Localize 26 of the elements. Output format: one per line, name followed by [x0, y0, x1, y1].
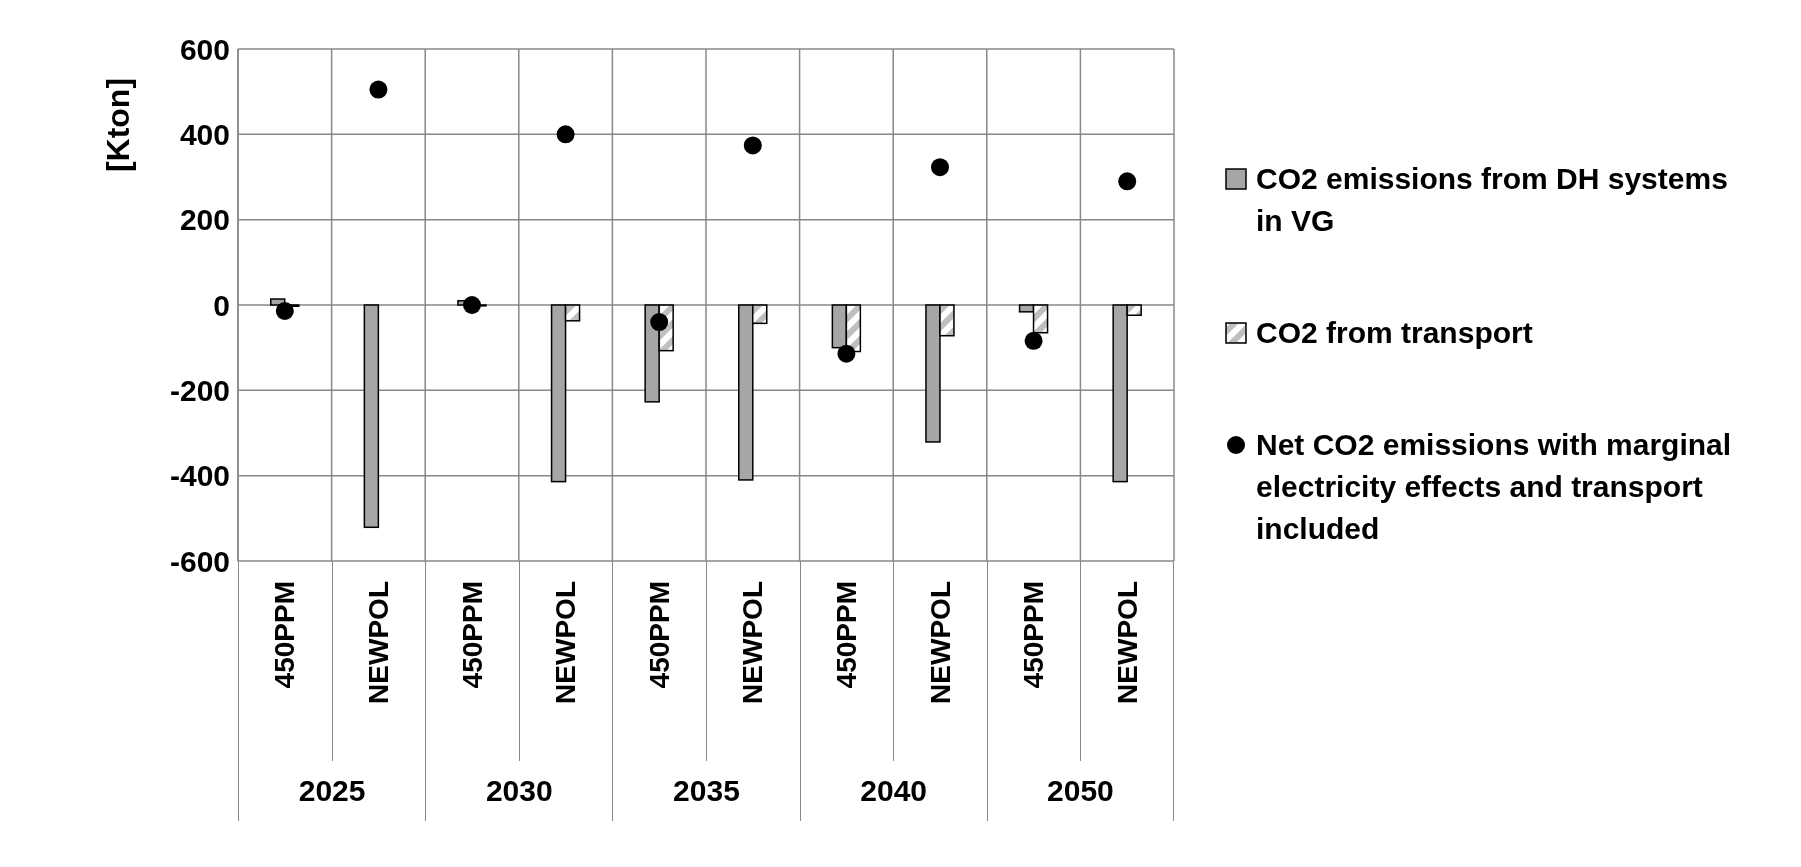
y-tick-label: -600 [169, 544, 230, 578]
y-tick-label: 400 [179, 117, 230, 151]
y-tick-label: -400 [169, 459, 230, 493]
text: 2025 [238, 761, 426, 821]
y-tick-label: 200 [179, 203, 230, 237]
x-tick-label: 450PPM [269, 581, 301, 689]
x-tick-label: 450PPM [643, 581, 675, 689]
x-tick-label: NEWPOL [737, 581, 769, 704]
y-tick-label: 0 [213, 288, 230, 322]
y-axis-title: [Kton] [100, 77, 137, 173]
x-tick-label: NEWPOL [362, 581, 394, 704]
text: 2035 [612, 761, 800, 821]
legend-label: CO2 from transport [1256, 315, 1533, 351]
x-tick-label: 450PPM [456, 581, 488, 689]
x-tick-label: 450PPM [830, 581, 862, 689]
y-tick-label: 600 [179, 32, 230, 66]
text: 2040 [799, 761, 987, 821]
x-tick-label: NEWPOL [924, 581, 956, 704]
y-tick-label: -200 [169, 373, 230, 407]
x-tick-label: 450PPM [1018, 581, 1050, 689]
x-tick-label: NEWPOL [1111, 581, 1143, 704]
text: 2050 [986, 761, 1174, 821]
legend-label: Net CO2 emissions with marginal electricity effects and transport included [1256, 427, 1733, 547]
legend-label: CO2 emissions from DH systems in VG [1256, 161, 1729, 239]
x-tick-label: NEWPOL [550, 581, 582, 704]
text: 2030 [425, 761, 613, 821]
